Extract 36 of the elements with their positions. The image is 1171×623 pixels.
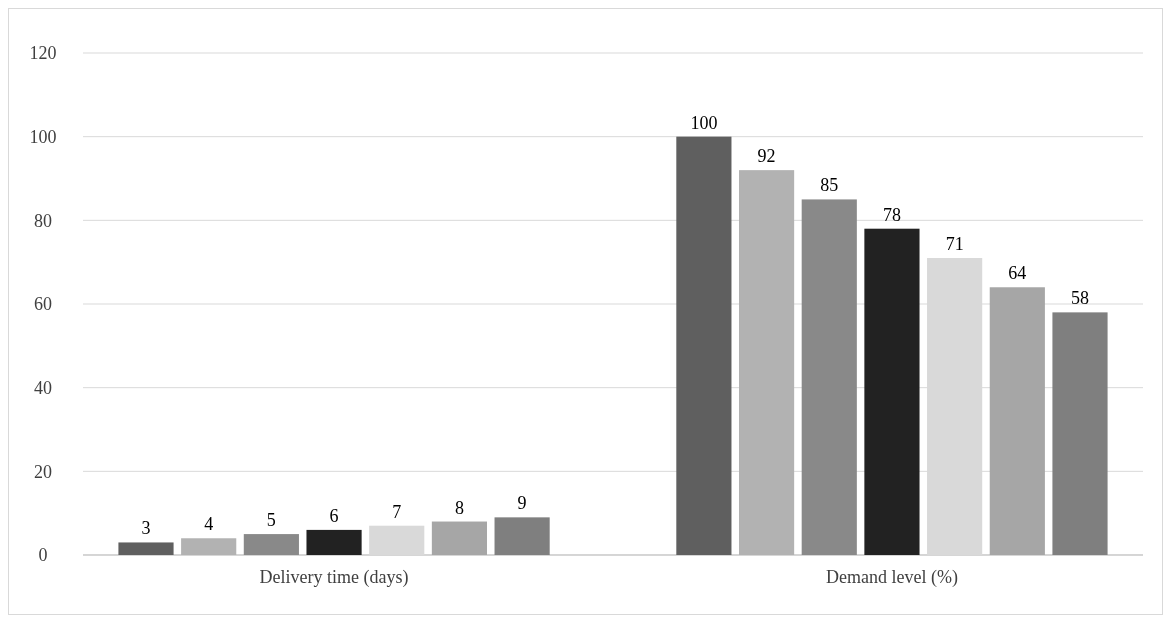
- y-tick-label: 20: [34, 461, 52, 482]
- bar: [306, 529, 362, 555]
- y-tick-label: 80: [34, 210, 52, 231]
- data-label: 58: [1071, 288, 1089, 309]
- bar: [181, 538, 237, 555]
- bar: [494, 517, 550, 555]
- bar: [369, 525, 425, 555]
- data-label: 7: [392, 501, 402, 522]
- data-label: 78: [882, 204, 901, 225]
- data-label: 71: [945, 233, 964, 254]
- data-label: 9: [517, 493, 527, 514]
- bar: [676, 136, 732, 555]
- x-tick-label: Demand level (%): [825, 567, 958, 588]
- y-tick-label: 60: [34, 294, 52, 315]
- data-label: 100: [690, 112, 718, 133]
- y-tick-label: 40: [34, 377, 52, 398]
- data-label: 8: [454, 497, 464, 518]
- bar: [1052, 312, 1108, 555]
- bar: [739, 170, 795, 555]
- y-tick-label: 0: [38, 545, 48, 566]
- bar: [243, 534, 299, 555]
- bar: [431, 521, 487, 555]
- data-label: 6: [329, 505, 339, 526]
- bar: [989, 287, 1045, 555]
- data-label: 64: [1008, 263, 1027, 284]
- data-label: 92: [757, 146, 776, 167]
- y-tick-label: 120: [29, 43, 57, 64]
- bar: [801, 199, 857, 555]
- bar: [118, 542, 174, 555]
- data-label: 3: [141, 518, 151, 539]
- data-label: 4: [204, 514, 214, 535]
- y-tick-label: 100: [29, 126, 57, 147]
- data-label: 5: [266, 510, 276, 531]
- data-label: 85: [820, 175, 839, 196]
- bar: [864, 228, 920, 555]
- x-tick-label: Delivery time (days): [259, 567, 409, 588]
